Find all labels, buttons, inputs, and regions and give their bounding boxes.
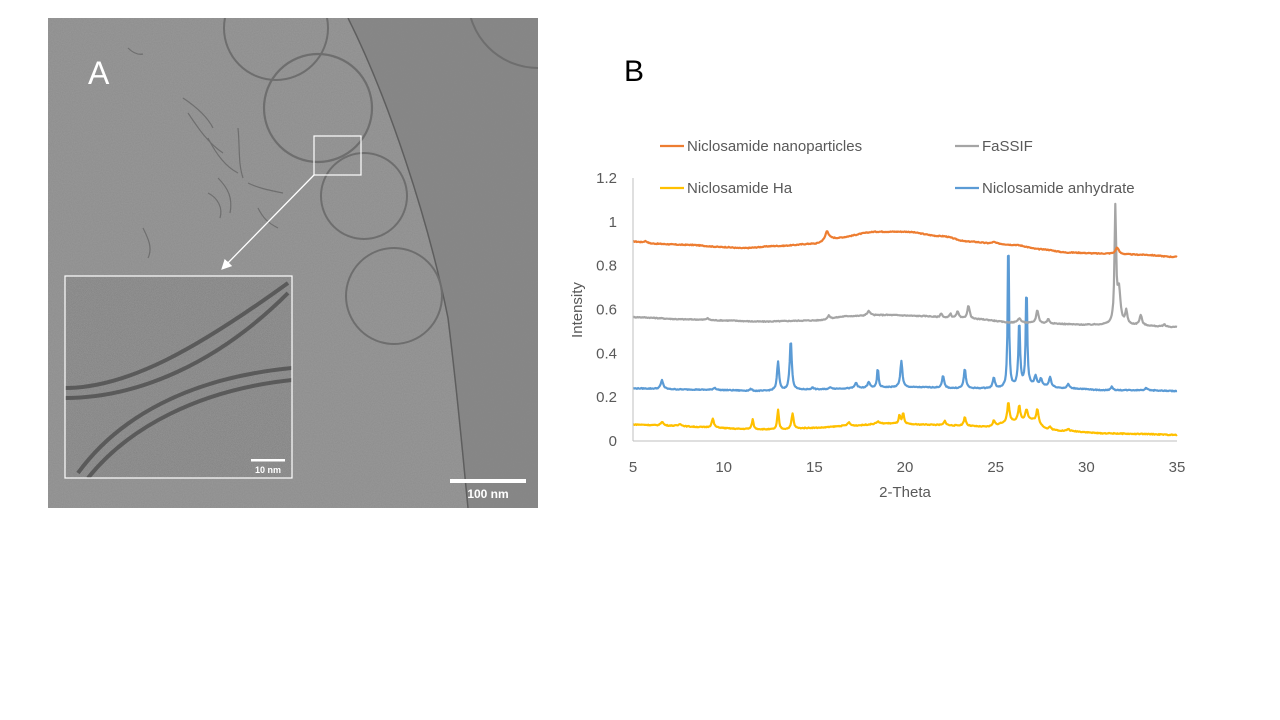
y-tick-label: 0.6 xyxy=(596,302,617,319)
y-tick-label: 1 xyxy=(609,214,617,231)
x-tick-label: 30 xyxy=(1078,459,1095,476)
series-line-niclosamide-nanoparticles xyxy=(632,230,1178,259)
series-line-fassif xyxy=(632,202,1178,329)
legend-entry: FaSSIF xyxy=(955,138,1033,155)
cryo-tem-micrograph: 10 nm 100 nm xyxy=(48,18,538,508)
legend-label: Niclosamide anhydrate xyxy=(982,180,1135,197)
x-tick-label: 20 xyxy=(897,459,914,476)
vesicle xyxy=(320,152,408,240)
main-scale-bar xyxy=(450,479,526,483)
series-layer xyxy=(632,202,1178,437)
series-line-niclosamide-anhydrate xyxy=(632,254,1178,393)
y-tick-label: 0.2 xyxy=(596,389,617,406)
legend-entry: Niclosamide anhydrate xyxy=(955,180,1135,197)
legend-entry: Niclosamide nanoparticles xyxy=(660,138,862,155)
inset-scale-bar-label: 10 nm xyxy=(255,465,281,475)
legend-label: FaSSIF xyxy=(982,138,1033,155)
panel-label-b: B xyxy=(624,55,645,88)
legend-label: Niclosamide Ha xyxy=(687,180,793,197)
zoom-selection-box xyxy=(313,135,362,176)
y-tick-label: 0.4 xyxy=(596,345,617,362)
main-scale-bar-label: 100 nm xyxy=(467,487,508,501)
carbon-film-region xyxy=(348,18,538,508)
vesicle xyxy=(345,247,443,345)
x-tick-label: 10 xyxy=(715,459,732,476)
x-tick-labels: 5 10 15 20 25 30 35 xyxy=(629,459,1186,476)
panel-label-a: A xyxy=(88,55,110,91)
vesicle xyxy=(262,52,374,164)
y-axis-title: Intensity xyxy=(569,282,586,338)
x-tick-label: 15 xyxy=(806,459,823,476)
inset-magnified-view: 10 nm xyxy=(64,275,293,479)
chart-legend: Niclosamide nanoparticles FaSSIF Niclosami… xyxy=(660,138,1135,197)
x-tick-label: 25 xyxy=(987,459,1004,476)
micelle-threads xyxy=(127,47,284,259)
series-line-niclosamide-ha xyxy=(632,402,1178,437)
x-tick-label: 35 xyxy=(1169,459,1186,476)
y-tick-label: 0.8 xyxy=(596,258,617,275)
y-tick-label: 0 xyxy=(609,433,617,450)
inset-scale-bar xyxy=(251,459,285,462)
x-axis-title: 2-Theta xyxy=(879,484,931,501)
x-tick-label: 5 xyxy=(629,459,637,476)
y-tick-labels: 0 0.2 0.4 0.6 0.8 1 1.2 xyxy=(596,170,617,450)
y-tick-label: 1.2 xyxy=(596,170,617,187)
legend-label: Niclosamide nanoparticles xyxy=(687,138,862,155)
legend-entry: Niclosamide Ha xyxy=(660,180,793,197)
zoom-arrow xyxy=(221,174,315,270)
vesicle xyxy=(223,18,329,81)
